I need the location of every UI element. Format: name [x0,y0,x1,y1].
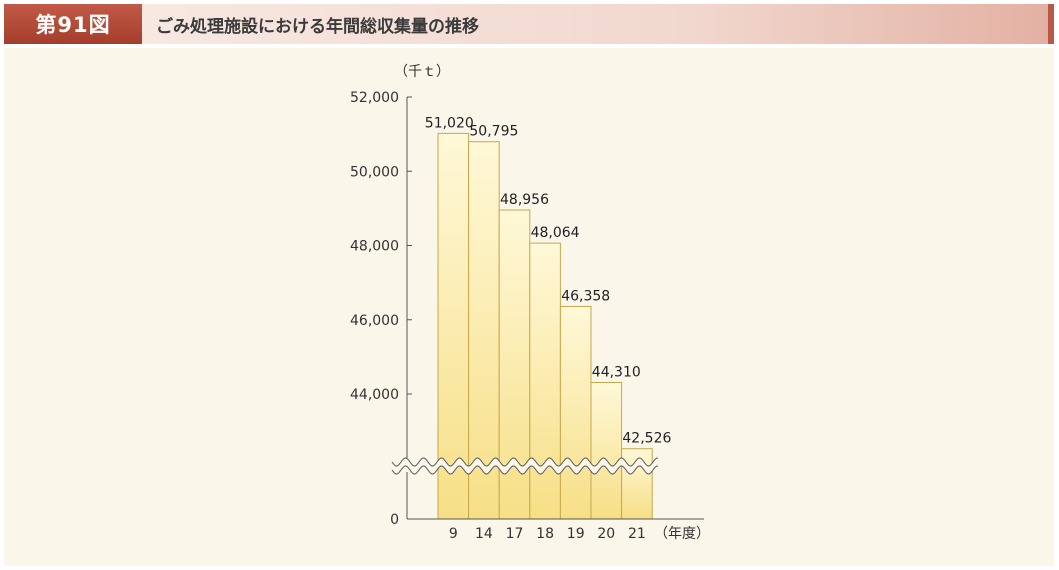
x-tick-label: 19 [567,526,585,542]
chart-area: （千ｔ） 52,000 50,000 48,000 46,000 44,000 0 51,02… [4,48,1054,566]
figure-header: 第91図 ごみ処理施設における年間総収集量の推移 [4,4,1054,44]
y-tick-label-zero: 0 [390,512,399,528]
bar [560,306,591,519]
figure-number-badge: 第91図 [4,4,142,44]
y-tick-label: 46,000 [350,313,399,329]
x-tick-label: 18 [536,526,554,542]
bar-chart: （千ｔ） 52,000 50,000 48,000 46,000 44,000 0 51,02… [4,48,1054,566]
figure-title: ごみ処理施設における年間総収集量の推移 [142,4,1054,44]
y-tick-label: 50,000 [350,164,399,180]
x-tick-label: 21 [628,526,646,542]
y-axis-unit-label: （千ｔ） [394,64,450,80]
x-tick-label: 17 [506,526,524,542]
bar-value-label: 42,526 [622,431,671,447]
x-axis-unit-label: （年度） [654,526,710,542]
y-tick-label: 52,000 [350,90,399,106]
bar-value-label: 51,020 [425,115,474,131]
x-tick-label: 14 [475,526,493,542]
bar [591,382,622,519]
x-tick-label: 20 [597,526,615,542]
y-tick-label: 44,000 [350,387,399,403]
bar-value-label: 48,956 [500,192,549,208]
x-tick-label: 9 [449,526,458,542]
y-tick-label: 48,000 [350,239,399,255]
bar-value-label: 44,310 [592,364,641,380]
bar-value-label: 46,358 [561,288,610,304]
bar-value-label: 50,795 [469,124,518,140]
bar-value-label: 48,064 [531,225,580,241]
bar [530,243,561,519]
